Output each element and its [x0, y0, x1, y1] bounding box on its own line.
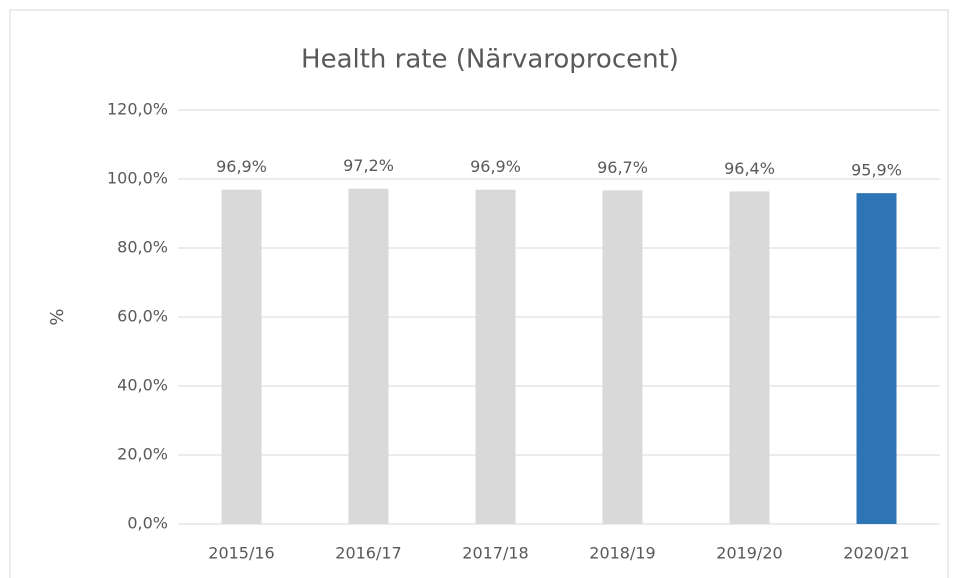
y-tick-label: 0,0%: [127, 514, 168, 533]
data-label: 97,2%: [343, 156, 394, 175]
x-tick-label: 2019/20: [716, 544, 782, 563]
y-tick-label: 60,0%: [117, 307, 168, 326]
x-tick-label: 2016/17: [335, 544, 401, 563]
x-tick-label: 2018/19: [589, 544, 655, 563]
x-tick-label: 2017/18: [462, 544, 528, 563]
x-tick-label: 2015/16: [208, 544, 274, 563]
x-tick-label: 2020/21: [843, 544, 909, 563]
data-label: 96,9%: [216, 157, 267, 176]
bar: [856, 193, 897, 524]
y-tick-label: 20,0%: [117, 445, 168, 464]
bar: [221, 189, 262, 524]
y-tick-label: 80,0%: [117, 238, 168, 257]
bar: [729, 191, 770, 525]
y-axis-label: %: [47, 308, 68, 325]
y-tick-label: 120,0%: [107, 100, 168, 119]
data-label: 95,9%: [851, 161, 902, 180]
y-tick-label: 100,0%: [107, 169, 168, 188]
bar: [475, 189, 516, 524]
chart-title: Health rate (Närvaroprocent): [301, 45, 679, 75]
data-label: 96,4%: [724, 159, 775, 178]
data-label: 96,7%: [597, 158, 648, 177]
bar: [602, 190, 643, 524]
y-tick-label: 40,0%: [117, 376, 168, 395]
data-label: 96,9%: [470, 157, 521, 176]
bar: [348, 188, 389, 524]
